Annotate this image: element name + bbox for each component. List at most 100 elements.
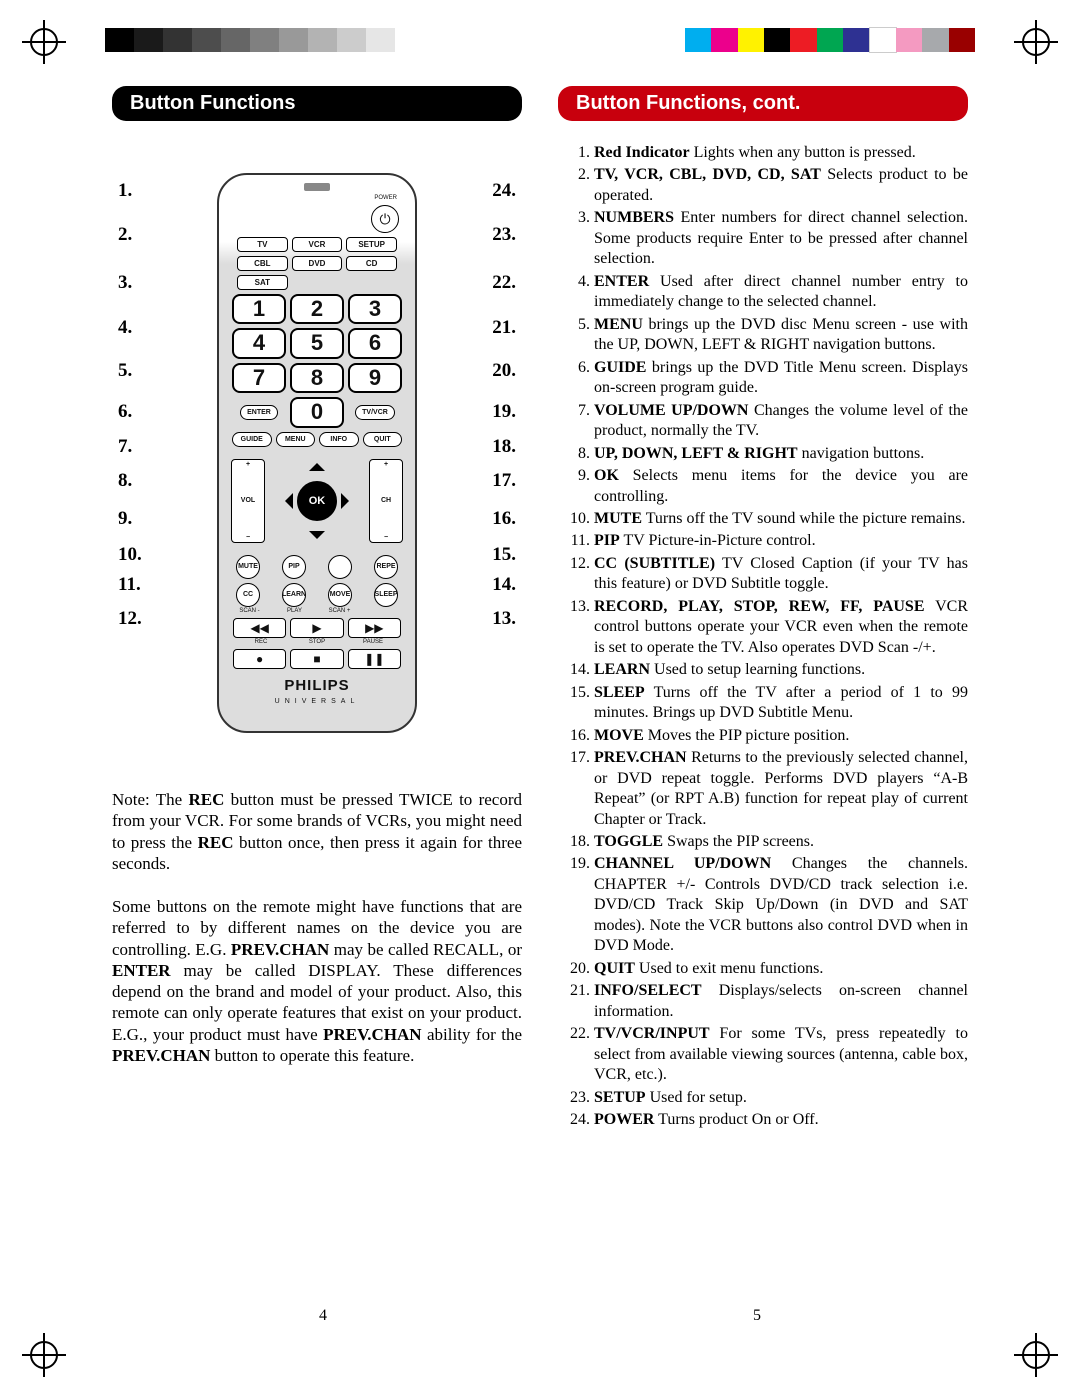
num-key: 9 [348, 363, 402, 393]
function-item: TV/VCR/INPUT For some TVs, press repeate… [594, 1024, 968, 1085]
num-key: 4 [232, 328, 286, 358]
menu-row: GUIDE MENU INFO QUIT [232, 432, 402, 447]
num-key: 0 [290, 397, 344, 427]
callout-number: 4. [118, 318, 142, 337]
callout-number: 13. [492, 609, 516, 628]
function-item: GUIDE brings up the DVD Title Menu scree… [594, 358, 968, 399]
mode-key: TV [237, 237, 288, 252]
remote-outline: POWER ⏻ TVVCRSETUPCBLDVDCDSAT 123456789E… [217, 173, 417, 733]
function-item: POWER Turns product On or Off. [594, 1110, 968, 1130]
feature-button: PIP [282, 555, 306, 579]
function-list: Red Indicator Lights when any button is … [558, 143, 968, 1131]
registration-mark [1022, 1341, 1050, 1369]
registration-mark [1022, 28, 1050, 56]
callout-number: 7. [118, 437, 142, 456]
callout-number: 24. [492, 181, 516, 200]
function-item: VOLUME UP/DOWN Changes the volume level … [594, 401, 968, 442]
arrow-right-icon [341, 493, 357, 509]
callout-number: 12. [118, 609, 142, 628]
callout-number: 8. [118, 471, 142, 490]
ok-button: OK [297, 481, 337, 521]
brand-logo: PHILIPS [284, 677, 349, 694]
manual-spread: Button Functions 1.2.3.4.5.6.7.8.9.10.11… [0, 0, 1080, 1397]
function-item: TV, VCR, CBL, DVD, CD, SAT Selects produ… [594, 165, 968, 206]
color-bar [685, 28, 975, 52]
mode-key: CBL [237, 256, 288, 271]
function-item: QUIT Used to exit menu functions. [594, 959, 968, 979]
callout-number: 18. [492, 437, 516, 456]
mode-keys: TVVCRSETUPCBLDVDCDSAT [237, 237, 397, 290]
transport-button: ● [233, 649, 286, 669]
callout-number: 9. [118, 509, 142, 528]
callout-number: 6. [118, 402, 142, 421]
function-item: MENU brings up the DVD disc Menu screen … [594, 315, 968, 356]
section-heading: Button Functions, cont. [558, 86, 968, 121]
transport-bot: ●■❚❚ [233, 649, 401, 669]
callout-number: 3. [118, 273, 142, 292]
num-key: 5 [290, 328, 344, 358]
function-item: PIP TV Picture-in-Picture control. [594, 531, 968, 551]
function-item: CHANNEL UP/DOWN Changes the channels. CH… [594, 854, 968, 956]
transport-labels-top: SCAN - PLAY SCAN + [227, 608, 407, 614]
function-item: Red Indicator Lights when any button is … [594, 143, 968, 163]
registration-mark [30, 1341, 58, 1369]
info-button: INFO [319, 432, 359, 447]
function-item: UP, DOWN, LEFT & RIGHT navigation button… [594, 444, 968, 464]
callout-number: 21. [492, 318, 516, 337]
callout-number: 17. [492, 471, 516, 490]
note-aliases: Some buttons on the remote might have fu… [112, 896, 522, 1066]
feature-button: REPE [374, 555, 398, 579]
callout-number: 1. [118, 181, 142, 200]
num-key: 1 [232, 294, 286, 324]
power-button: ⏻ [371, 205, 399, 233]
function-item: MUTE Turns off the TV sound while the pi… [594, 509, 968, 529]
callouts-left: 1.2.3.4.5.6.7.8.9.10.11.12. [118, 181, 142, 609]
page-columns: Button Functions 1.2.3.4.5.6.7.8.9.10.11… [112, 86, 968, 1297]
ch-rocker: +CH− [369, 459, 403, 543]
callout-number: 11. [118, 575, 142, 594]
transport-button: ▶ [290, 618, 343, 638]
grayscale-bar [105, 28, 395, 52]
num-key: 2 [290, 294, 344, 324]
menu-button: MENU [276, 432, 316, 447]
callout-number: 14. [492, 575, 516, 594]
function-item: SLEEP Turns off the TV after a period of… [594, 683, 968, 724]
transport-labels-bot: REC STOP PAUSE [233, 639, 401, 645]
callout-number: 15. [492, 545, 516, 564]
note-rec: Note: The REC button must be pressed TWI… [112, 789, 522, 874]
nav-block: +VOL− +CH− OK [231, 451, 403, 551]
function-item: LEARN Used to setup learning functions. [594, 660, 968, 680]
mode-key: CD [346, 256, 397, 271]
feature-row-b: CCLEARNMOVESLEEP [227, 583, 407, 607]
num-key: 8 [290, 363, 344, 393]
callout-number: 16. [492, 509, 516, 528]
function-item: NUMBERS Enter numbers for direct channel… [594, 208, 968, 269]
quit-button: QUIT [363, 432, 403, 447]
power-label: POWER [374, 195, 397, 201]
arrow-left-icon [277, 493, 293, 509]
page-number: 5 [552, 1307, 962, 1325]
page-number: 4 [118, 1307, 528, 1325]
number-pad: 123456789ENTER0TV/VCR [232, 294, 402, 428]
transport-button: ◀◀ [233, 618, 286, 638]
transport-top: ◀◀▶▶▶ [233, 618, 401, 638]
remote-diagram: 1.2.3.4.5.6.7.8.9.10.11.12. 24.23.22.21.… [112, 173, 522, 763]
feature-button [328, 555, 352, 579]
mode-key: DVD [292, 256, 343, 271]
vol-rocker: +VOL− [231, 459, 265, 543]
function-item: OK Selects menu items for the device you… [594, 466, 968, 507]
tvvcr-key: TV/VCR [355, 405, 395, 420]
feature-button: CC [236, 583, 260, 607]
feature-button: MUTE [236, 555, 260, 579]
ir-window [304, 183, 330, 191]
callout-number: 20. [492, 361, 516, 380]
function-item: TOGGLE Swaps the PIP screens. [594, 832, 968, 852]
guide-button: GUIDE [232, 432, 272, 447]
function-item: CC (SUBTITLE) TV Closed Caption (if your… [594, 554, 968, 595]
function-item: ENTER Used after direct channel number e… [594, 272, 968, 313]
transport-button: ▶▶ [348, 618, 401, 638]
registration-mark [30, 28, 58, 56]
transport-button: ❚❚ [348, 649, 401, 669]
function-item: PREV.CHAN Returns to the previously sele… [594, 748, 968, 830]
feature-button: SLEEP [374, 583, 398, 607]
